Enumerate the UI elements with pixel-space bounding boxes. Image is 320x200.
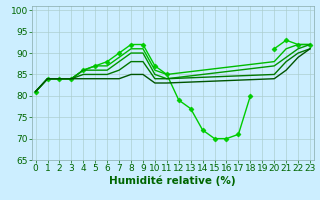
X-axis label: Humidité relative (%): Humidité relative (%): [109, 176, 236, 186]
